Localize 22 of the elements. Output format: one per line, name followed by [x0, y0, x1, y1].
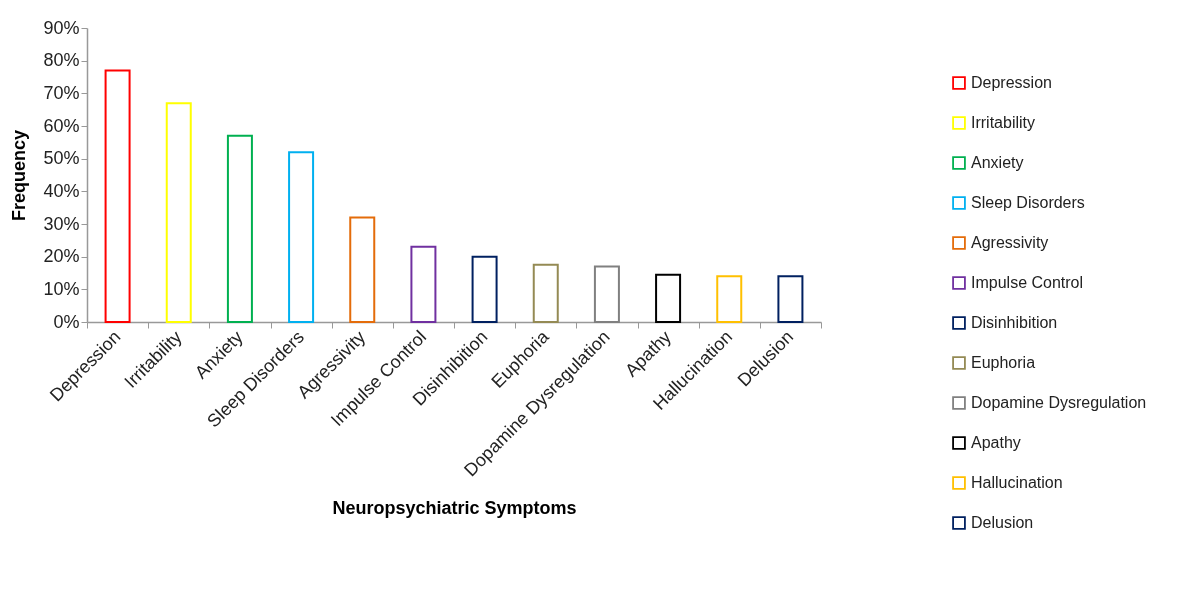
legend-label: Irritability — [971, 114, 1036, 131]
legend-label: Delusion — [971, 514, 1034, 531]
x-axis-title: Neuropsychiatric Symptoms — [332, 498, 577, 519]
legend-label: Impulse Control — [971, 274, 1084, 291]
legend-label: Anxiety — [971, 154, 1024, 171]
y-tick-label: 90% — [43, 17, 80, 38]
y-tick-label: 50% — [43, 148, 80, 169]
legend-label: Disinhibition — [971, 314, 1058, 331]
y-tick-label: 60% — [43, 115, 80, 136]
y-tick-label: 80% — [43, 50, 80, 71]
y-tick-label: 30% — [43, 213, 80, 234]
y-tick-label: 40% — [43, 180, 80, 201]
legend-label: Depression — [971, 74, 1052, 91]
legend-label: Apathy — [971, 434, 1021, 451]
y-axis-title: Frequency — [9, 129, 30, 222]
legend-label: Agressivity — [971, 234, 1049, 251]
legend-label: Hallucination — [971, 474, 1063, 491]
legend-label: Sleep Disorders — [971, 194, 1085, 211]
y-tick-label: 10% — [43, 278, 80, 299]
y-tick-label: 70% — [43, 82, 80, 103]
y-tick-label: 0% — [53, 311, 80, 332]
y-tick-label: 20% — [43, 246, 80, 267]
